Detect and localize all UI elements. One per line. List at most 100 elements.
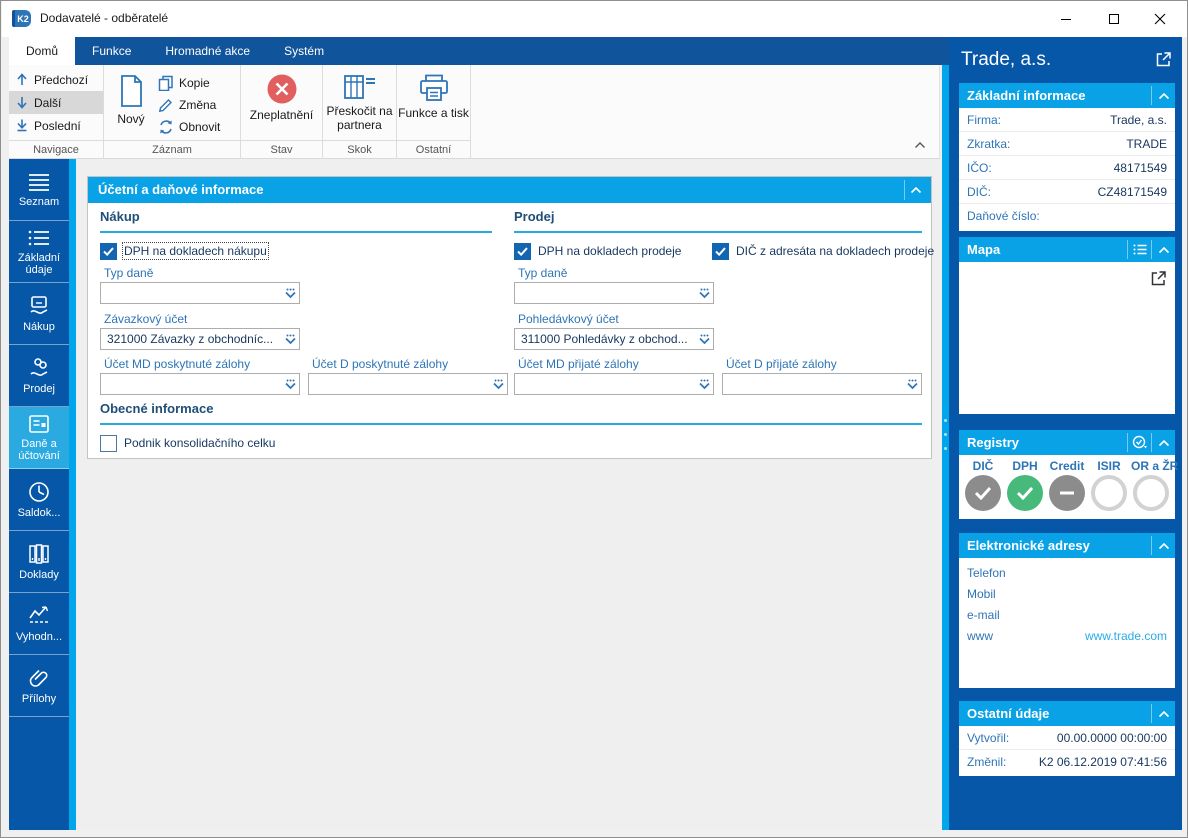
sidebar-accent-strip — [69, 159, 76, 830]
open-map-button[interactable] — [1150, 270, 1167, 290]
section-header-registry: Registry — [959, 430, 1175, 455]
map-content — [959, 262, 1175, 414]
predchozi-label: Předchozí — [34, 72, 89, 87]
checkbox-podnik-konsolidacniho-celku[interactable]: Podnik konsolidačního celku — [100, 434, 275, 452]
open-company-button[interactable] — [1155, 51, 1172, 71]
sidebar-item-seznam[interactable]: Seznam — [9, 159, 69, 221]
checkbox[interactable] — [712, 242, 729, 260]
checkbox[interactable] — [100, 242, 117, 260]
preskocit-button[interactable]: Přeskočit na partnera — [323, 68, 396, 132]
minimize-button[interactable] — [1048, 4, 1084, 33]
sidebar-item-prodej[interactable]: Prodej — [9, 345, 69, 407]
dropdown-icon[interactable] — [695, 379, 713, 390]
collapse-ribbon-button[interactable] — [911, 138, 929, 152]
checkbox-dic-z-adresata[interactable]: DIČ z adresáta na dokladech prodeje — [712, 242, 934, 260]
map-options-button[interactable] — [1127, 240, 1151, 259]
info-label: DIČ: — [967, 184, 991, 199]
sidebar-item-zakladni-udaje[interactable]: Základní údaje — [9, 221, 69, 283]
close-icon — [1154, 13, 1166, 24]
collapse-section-button[interactable] — [1151, 433, 1175, 452]
collapse-panel-button[interactable] — [904, 180, 926, 200]
tab-hromadne-akce[interactable]: Hromadné akce — [165, 44, 251, 58]
dropdown-icon[interactable] — [281, 379, 299, 390]
calculator-icon — [29, 414, 49, 433]
combo-value: 311000 Pohledávky z obchod... — [521, 332, 688, 346]
dropdown-icon[interactable] — [489, 379, 507, 390]
ucet-d-prijate-combo[interactable] — [722, 373, 922, 395]
sidebar-item-label: Prodej — [23, 382, 55, 395]
sidebar-item-doklady[interactable]: Doklady — [9, 531, 69, 593]
tab-system[interactable]: Systém — [284, 44, 325, 58]
info-value: TRADE — [1126, 136, 1167, 151]
status-dph-check[interactable] — [1007, 475, 1043, 511]
sidebar-item-vyhodnoceni[interactable]: Vyhodn... — [9, 593, 69, 655]
ucet-d-poskytnute-combo[interactable] — [308, 373, 508, 395]
tab-domu[interactable]: Domů — [9, 37, 76, 65]
typ-dane-prodej-combo[interactable] — [514, 282, 714, 304]
checkbox[interactable] — [514, 242, 531, 260]
sidebar-item-label: Základní údaje — [17, 251, 61, 276]
dalsi-label: Další — [34, 95, 62, 110]
collapse-section-button[interactable] — [1151, 86, 1175, 105]
field-label-ucet-d-prijate: Účet D přijaté zálohy — [726, 357, 837, 371]
registry-check-button[interactable] — [1127, 433, 1151, 452]
collapse-section-button[interactable] — [1151, 536, 1175, 555]
posledni-button[interactable]: Poslední — [9, 114, 103, 137]
ribbon-group-ostatni: Funkce a tisk Ostatní — [397, 65, 471, 159]
address-link[interactable]: www.trade.com — [1084, 628, 1167, 643]
adresy-content: Telefon Mobil e-mail www www.trade.com — [959, 558, 1175, 688]
status-dic-check[interactable] — [965, 475, 1001, 511]
predchozi-button[interactable]: Předchozí — [9, 68, 103, 91]
dropdown-icon[interactable] — [695, 288, 713, 299]
field-label-ucet-md-poskytnute: Účet MD poskytnuté zálohy — [104, 357, 251, 371]
ucet-md-prijate-combo[interactable] — [514, 373, 714, 395]
chevron-up-icon — [1158, 92, 1169, 99]
dropdown-icon[interactable] — [281, 288, 299, 299]
tab-funkce[interactable]: Funkce — [92, 44, 132, 58]
pencil-icon — [158, 99, 172, 113]
registry-label: DIČ — [972, 459, 994, 473]
panel-title: Účetní a daňové informace — [98, 182, 264, 197]
dalsi-button[interactable]: Další — [9, 91, 103, 114]
novy-button[interactable]: Nový — [104, 68, 158, 159]
section-title-obecne-informace: Obecné informace — [100, 401, 922, 425]
status-credit-dash[interactable] — [1049, 475, 1085, 511]
panel-splitter[interactable] — [942, 65, 949, 830]
registry-label: DPH — [1012, 459, 1038, 473]
check-icon — [103, 246, 114, 256]
maximize-button[interactable] — [1096, 4, 1132, 33]
typ-dane-nakup-combo[interactable] — [100, 282, 300, 304]
sidebar-item-prilohy[interactable]: Přílohy — [9, 655, 69, 717]
funkce-tisk-button[interactable]: Funkce a tisk — [397, 68, 470, 120]
obnovit-button[interactable]: Obnovit — [158, 116, 226, 138]
dropdown-icon[interactable] — [695, 334, 713, 345]
chevron-up-icon — [1158, 246, 1169, 253]
section-title: Registry — [967, 435, 1020, 450]
sidebar-item-saldokonto[interactable]: Saldok... — [9, 469, 69, 531]
checkbox-dph-nakupu[interactable]: DPH na dokladech nákupu — [100, 242, 269, 260]
sidebar-item-dane-a-uctovani[interactable]: Daně a účtování — [9, 407, 69, 469]
dropdown-icon[interactable] — [281, 334, 299, 345]
status-or-zr-empty[interactable] — [1133, 475, 1169, 511]
zneplatneni-button[interactable]: Zneplatnění — [241, 68, 322, 122]
info-value: Trade, a.s. — [1110, 112, 1167, 127]
checkbox[interactable] — [100, 434, 117, 452]
ucet-md-poskytnute-combo[interactable] — [100, 373, 300, 395]
ribbon-group-zaznam: Nový Kopie Změna Obnovit Záznam — [104, 65, 241, 159]
zmena-button[interactable]: Změna — [158, 94, 226, 116]
collapse-section-button[interactable] — [1151, 240, 1175, 259]
sidebar-item-nakup[interactable]: Nákup — [9, 283, 69, 345]
status-isir-empty[interactable] — [1091, 475, 1127, 511]
collapse-section-button[interactable] — [1151, 704, 1175, 723]
address-row: Telefon — [959, 562, 1175, 583]
info-row: IČO: 48171549 — [959, 156, 1175, 180]
kopie-button[interactable]: Kopie — [158, 72, 226, 94]
partner-table-icon — [343, 75, 375, 99]
zavazkovy-ucet-combo[interactable]: 321000 Závazky z obchodníc... — [100, 328, 300, 350]
address-label: Mobil — [967, 586, 996, 601]
close-button[interactable] — [1142, 4, 1178, 33]
dropdown-icon[interactable] — [903, 379, 921, 390]
pohledavkovy-ucet-combo[interactable]: 311000 Pohledávky z obchod... — [514, 328, 714, 350]
checkbox-dph-prodeje[interactable]: DPH na dokladech prodeje — [514, 242, 681, 260]
kopie-label: Kopie — [179, 76, 210, 90]
